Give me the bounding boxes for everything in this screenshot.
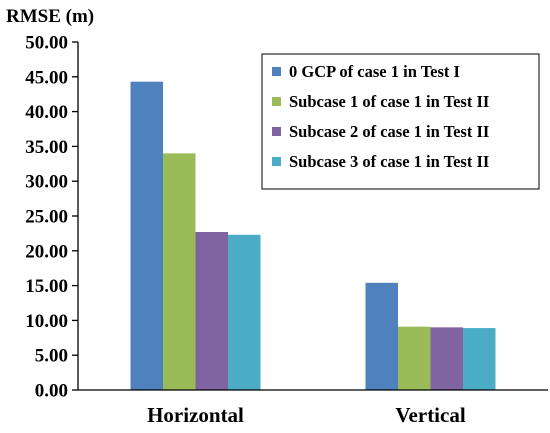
y-tick-label: 30.00 bbox=[25, 172, 68, 193]
y-tick-label: 45.00 bbox=[25, 67, 68, 88]
bar-2-horizontal bbox=[163, 153, 196, 390]
legend-entry-label: Subcase 2 of case 1 in Test II bbox=[289, 122, 489, 141]
bar-2-vertical bbox=[398, 326, 431, 390]
legend-swatch bbox=[272, 157, 281, 166]
bar-1-vertical bbox=[365, 282, 398, 390]
bar-4-vertical bbox=[463, 328, 496, 390]
bar-1-horizontal bbox=[130, 81, 163, 390]
category-labels-group: Horizontal Vertical bbox=[147, 403, 466, 427]
bar-4-horizontal bbox=[228, 234, 261, 390]
y-axis-label: RMSE (m) bbox=[6, 6, 94, 27]
bar-3-horizontal bbox=[195, 232, 228, 390]
y-tick-label: 5.00 bbox=[35, 346, 68, 367]
legend: 0 GCP of case 1 in Test I Subcase 1 of ca… bbox=[261, 53, 540, 190]
y-tick-label: 15.00 bbox=[25, 276, 68, 297]
legend-entry-label: Subcase 3 of case 1 in Test II bbox=[289, 152, 489, 171]
legend-box bbox=[261, 53, 540, 190]
category-label: Horizontal bbox=[147, 403, 244, 427]
legend-entry-label: Subcase 1 of case 1 in Test II bbox=[289, 92, 489, 111]
y-tick-label: 0.00 bbox=[35, 381, 68, 402]
bar-3-vertical bbox=[430, 327, 463, 390]
y-tick-label: 50.00 bbox=[25, 33, 68, 54]
y-tick-label: 10.00 bbox=[25, 311, 68, 332]
category-label: Vertical bbox=[395, 403, 466, 427]
y-tick-label: 20.00 bbox=[25, 241, 68, 262]
legend-swatch bbox=[272, 97, 281, 106]
legend-entry-label: 0 GCP of case 1 in Test I bbox=[289, 62, 460, 81]
y-ticks-group: 0.00 5.00 10.00 15.00 20.00 25.00 30.00 35.00 40… bbox=[25, 33, 78, 402]
y-tick-label: 35.00 bbox=[25, 137, 68, 158]
legend-swatch bbox=[272, 67, 281, 76]
y-tick-label: 40.00 bbox=[25, 102, 68, 123]
legend-swatch bbox=[272, 127, 281, 136]
y-tick-label: 25.00 bbox=[25, 207, 68, 228]
bars-group bbox=[130, 81, 496, 390]
